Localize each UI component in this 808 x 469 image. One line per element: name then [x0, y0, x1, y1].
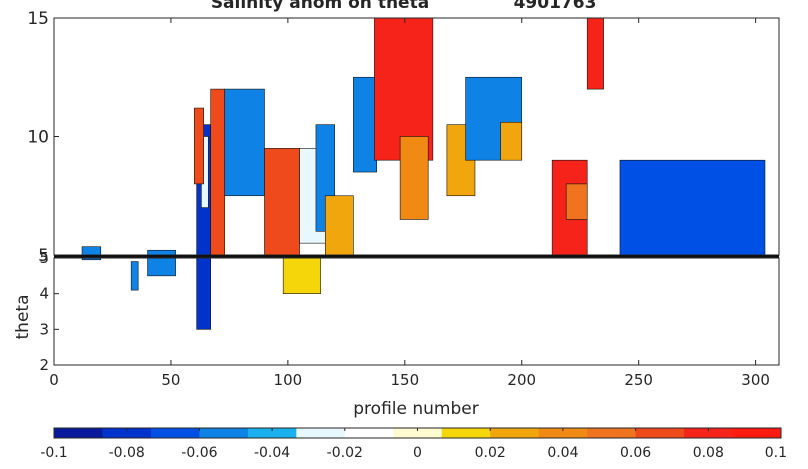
x-tick-label: 200 [507, 371, 536, 389]
colorbar-tick-label: 0.04 [547, 445, 578, 461]
colorbar: -0.1 -0.08 -0.06 -0.04 -0.02 0 0.02 0.04 0.06 0.0… [40, 427, 787, 461]
x-tick-label: 100 [274, 371, 303, 389]
heatmap-cell-lower-2 [147, 258, 176, 277]
heatmap-cell-upper-22 [619, 159, 766, 255]
lower-heatmap [81, 258, 321, 330]
heatmap-cell-lower-3 [196, 258, 211, 330]
heatmap-cell-upper-11 [324, 195, 354, 255]
heatmap-cell-upper-21 [586, 18, 604, 90]
colorbar-tick-label: -0.06 [181, 445, 217, 461]
x-tick-label: 250 [624, 371, 653, 389]
lower-y-tick-label: 3 [39, 320, 49, 338]
colorbar-segment [393, 428, 443, 438]
x-tick-label: 300 [741, 371, 770, 389]
colorbar-segment [150, 428, 200, 438]
colorbar-segment [587, 428, 637, 438]
heatmap-cell-upper-8 [264, 148, 300, 255]
y-axis-label: theta [13, 295, 33, 340]
heatmap-cell-upper-5 [210, 88, 226, 255]
lower-y-tick-label: 5 [39, 249, 49, 267]
colorbar-tick-label: -0.1 [40, 445, 67, 461]
colorbar-segment [344, 428, 394, 438]
heatmap-cell-upper-15 [399, 136, 429, 220]
heatmap-cell-lower-1 [130, 261, 139, 291]
colorbar-segment [199, 428, 249, 438]
colorbar-segment [296, 428, 346, 438]
heatmap-cell-lower-0 [81, 258, 102, 261]
heatmap-cell-upper-20 [565, 183, 588, 220]
lower-y-tick-label: 4 [39, 285, 49, 303]
colorbar-segment [538, 428, 588, 438]
x-tick-label: 150 [390, 371, 419, 389]
colorbar-segment [54, 428, 103, 438]
heatmap-cell-upper-6 [194, 107, 204, 185]
heatmap-cell-upper-2 [147, 249, 176, 255]
lower-y-tick-label: 2 [39, 356, 49, 374]
chart-title-id: 4901763 [514, 0, 597, 13]
colorbar-tick-label: -0.04 [254, 445, 290, 461]
x-tick-label: 50 [161, 371, 180, 389]
colorbar-tick-label: 0.1 [765, 445, 787, 461]
heatmap-cell-upper-7 [224, 88, 265, 197]
upper-y-tick-label: 10 [27, 128, 49, 148]
chart-title: Salinity anom on theta [211, 0, 429, 13]
colorbar-segment [441, 428, 491, 438]
colorbar-tick-label: 0.08 [693, 445, 724, 461]
colorbar-tick-label: 0.02 [475, 445, 506, 461]
colorbar-segment [684, 428, 734, 438]
colorbar-segment [490, 428, 540, 438]
colorbar-segment [102, 428, 152, 438]
upper-y-tick-label: 5 [38, 246, 49, 266]
colorbar-tick-label: -0.08 [109, 445, 145, 461]
heatmap-cell-lower-12 [282, 258, 321, 294]
colorbar-segment [247, 428, 297, 438]
heatmap-cell-upper-13 [353, 76, 378, 173]
heatmap-cell-upper-0 [81, 246, 102, 255]
x-tick-label: 0 [49, 371, 59, 389]
lower-axes-frame [53, 257, 780, 366]
colorbar-segment [732, 428, 782, 438]
x-axis-label: profile number [353, 399, 478, 419]
heatmap-cell-upper-18 [500, 121, 523, 161]
colorbar-segment [635, 428, 685, 438]
colorbar-tick-label: 0 [413, 445, 422, 461]
colorbar-tick-label: -0.02 [327, 445, 363, 461]
upper-heatmap [81, 18, 766, 255]
upper-y-tick-label: 15 [27, 9, 49, 29]
colorbar-tick-label: 0.06 [620, 445, 651, 461]
